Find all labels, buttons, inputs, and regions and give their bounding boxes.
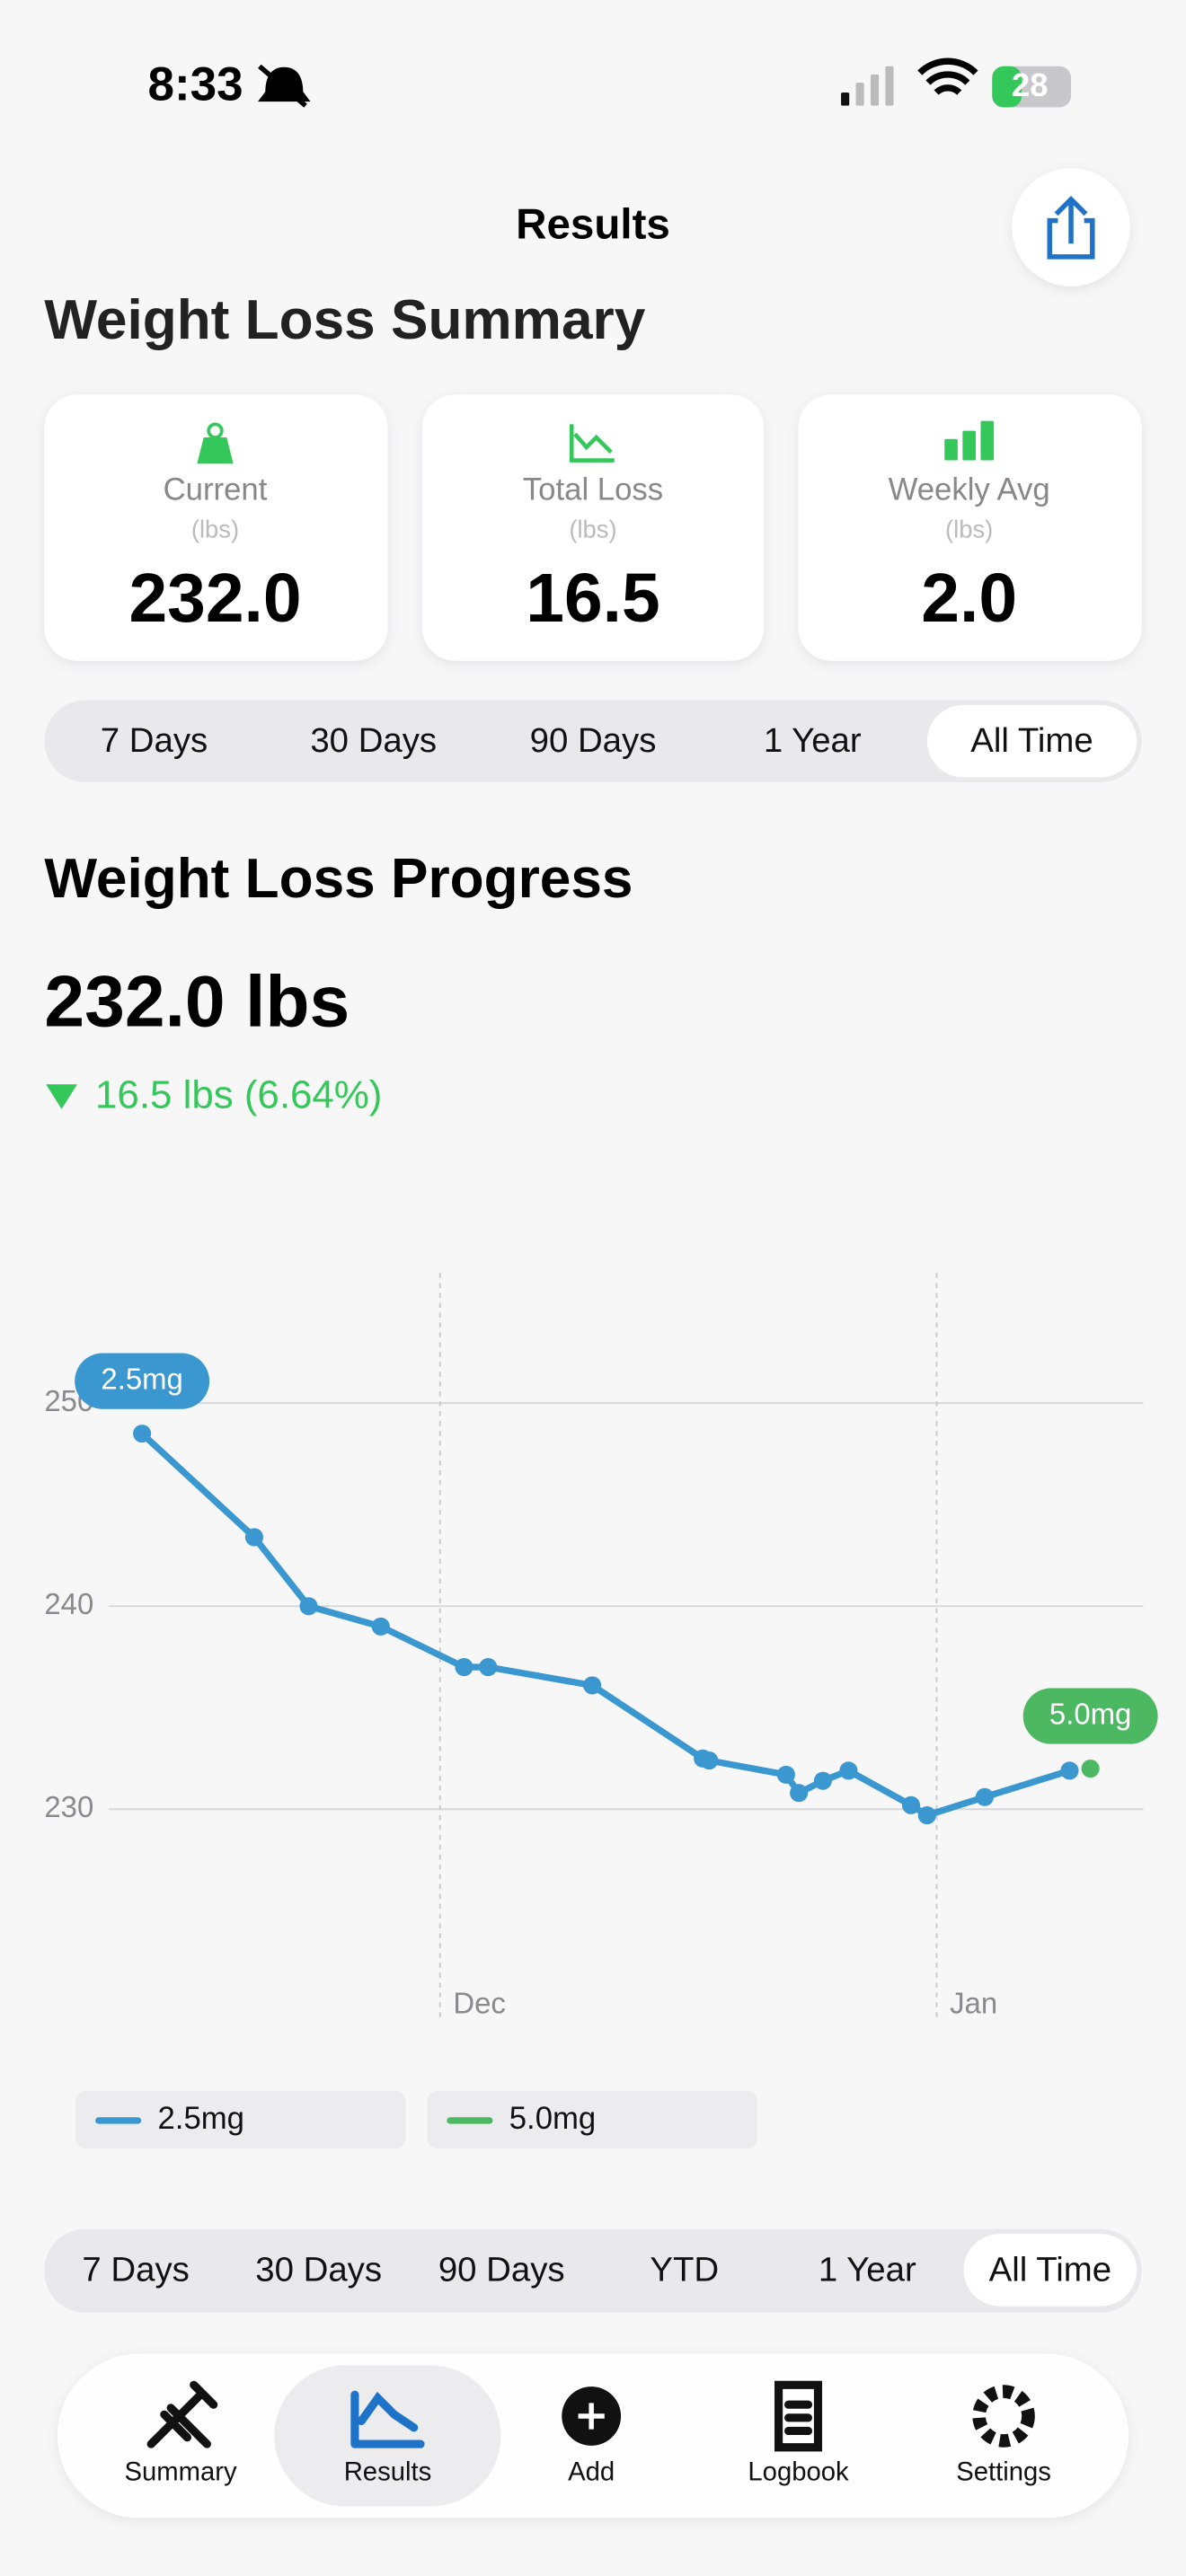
annotation-bubble xyxy=(1022,1688,1158,1744)
avg-icon xyxy=(944,420,995,461)
summary-title: Weight Loss Summary xyxy=(44,289,645,351)
data-point xyxy=(299,1597,318,1616)
tab-icon xyxy=(774,2380,823,2452)
data-point xyxy=(1081,1760,1100,1778)
data-point xyxy=(371,1617,390,1636)
tab-label[interactable]: Add xyxy=(568,2458,615,2487)
tab-icon xyxy=(972,2385,1035,2448)
tab-icon xyxy=(350,2390,425,2448)
range-option[interactable]: 30 Days xyxy=(255,2250,382,2289)
legend-bg xyxy=(75,2091,406,2149)
down-arrow xyxy=(46,1084,77,1109)
card xyxy=(44,394,388,661)
share-icon xyxy=(1047,195,1095,260)
progress-title: Weight Loss Progress xyxy=(44,848,633,910)
card xyxy=(421,394,765,661)
card-unit: (lbs) xyxy=(191,515,239,543)
range-option[interactable]: All Time xyxy=(970,721,1093,760)
tab-label[interactable]: Summary xyxy=(125,2458,238,2487)
legend-bg xyxy=(427,2091,757,2149)
x-tick-label: Dec xyxy=(453,1987,505,2020)
card-label: Total Loss xyxy=(523,472,663,507)
range-selector: 7 Days 30 Days 90 Days 1 Year All Time xyxy=(44,700,1142,782)
card xyxy=(798,394,1142,661)
progress-change: 16.5 lbs (6.64%) xyxy=(95,1073,382,1117)
tabs: Summary Results Add Logbook Settings xyxy=(125,2365,1051,2507)
tab-icon xyxy=(146,2380,218,2448)
range-option[interactable]: All Time xyxy=(989,2250,1111,2289)
range-option[interactable]: 90 Days xyxy=(438,2250,565,2289)
data-point xyxy=(583,1676,602,1695)
tab-selected xyxy=(274,2365,501,2507)
x-tick-label: Jan xyxy=(950,1987,997,2020)
data-point xyxy=(813,1771,832,1790)
battery-text: 28 xyxy=(1012,66,1049,103)
data-point xyxy=(917,1806,936,1825)
weight-icon-ring xyxy=(207,422,224,439)
progress-current: 232.0 lbs xyxy=(44,962,350,1043)
annotation-text: 5.0mg xyxy=(1049,1697,1131,1730)
tab-label[interactable]: Results xyxy=(344,2458,432,2487)
signal-icon xyxy=(841,66,894,106)
card-unit: (lbs) xyxy=(569,515,616,543)
range-selector: 7 Days 30 Days 90 Days YTD 1 Year All Time xyxy=(44,2228,1142,2313)
y-tick-label: 230 xyxy=(44,1790,93,1823)
weight-icon xyxy=(197,437,234,464)
status-time: 8:33 xyxy=(148,58,243,111)
data-point xyxy=(776,1765,795,1784)
segment-bg xyxy=(44,700,1142,782)
range-option[interactable]: YTD xyxy=(650,2250,719,2289)
data-point xyxy=(700,1751,719,1770)
card-value: 232.0 xyxy=(128,560,301,637)
loss-icon xyxy=(569,424,615,463)
legend-label: 5.0mg xyxy=(509,2102,597,2136)
range-option[interactable]: 30 Days xyxy=(310,721,437,760)
card-value: 2.0 xyxy=(921,560,1017,637)
data-point xyxy=(839,1761,858,1780)
tab-label[interactable]: Logbook xyxy=(748,2458,849,2487)
card-label: Current xyxy=(164,472,268,507)
data-point xyxy=(975,1787,995,1806)
data-point xyxy=(244,1528,263,1547)
card-label: Weekly Avg xyxy=(889,472,1050,507)
data-point xyxy=(133,1425,152,1443)
segment-bg xyxy=(44,2228,1142,2313)
segment-selected xyxy=(926,704,1137,778)
data-point xyxy=(901,1795,920,1814)
legend-label: 2.5mg xyxy=(158,2102,244,2136)
legend: 2.5mg 5.0mg xyxy=(75,2091,757,2149)
header-title: Results xyxy=(516,201,670,249)
bell-icon xyxy=(258,64,311,108)
range-option[interactable]: 7 Days xyxy=(82,2250,189,2289)
data-point xyxy=(455,1658,474,1677)
card-value: 16.5 xyxy=(526,560,659,637)
wifi-icon xyxy=(917,57,978,95)
annotation-text: 2.5mg xyxy=(101,1362,182,1395)
data-point xyxy=(479,1658,498,1677)
card-unit: (lbs) xyxy=(945,515,993,543)
range-option[interactable]: 1 Year xyxy=(819,2250,916,2289)
cards: Current (lbs) 232.0 Total Loss (lbs) 16.… xyxy=(44,394,1142,661)
data-point xyxy=(790,1784,809,1803)
data-point xyxy=(1060,1761,1079,1780)
range-option[interactable]: 90 Days xyxy=(530,721,657,760)
annotation-bubble xyxy=(75,1353,210,1409)
battery-level xyxy=(992,66,1022,108)
segment-selected xyxy=(963,2234,1137,2307)
range-option[interactable]: 7 Days xyxy=(101,721,208,760)
tab-icon-plus xyxy=(578,2403,605,2430)
tab-label[interactable]: Settings xyxy=(956,2458,1051,2487)
range-option[interactable]: 1 Year xyxy=(764,721,862,760)
y-tick-label: 240 xyxy=(44,1587,93,1620)
